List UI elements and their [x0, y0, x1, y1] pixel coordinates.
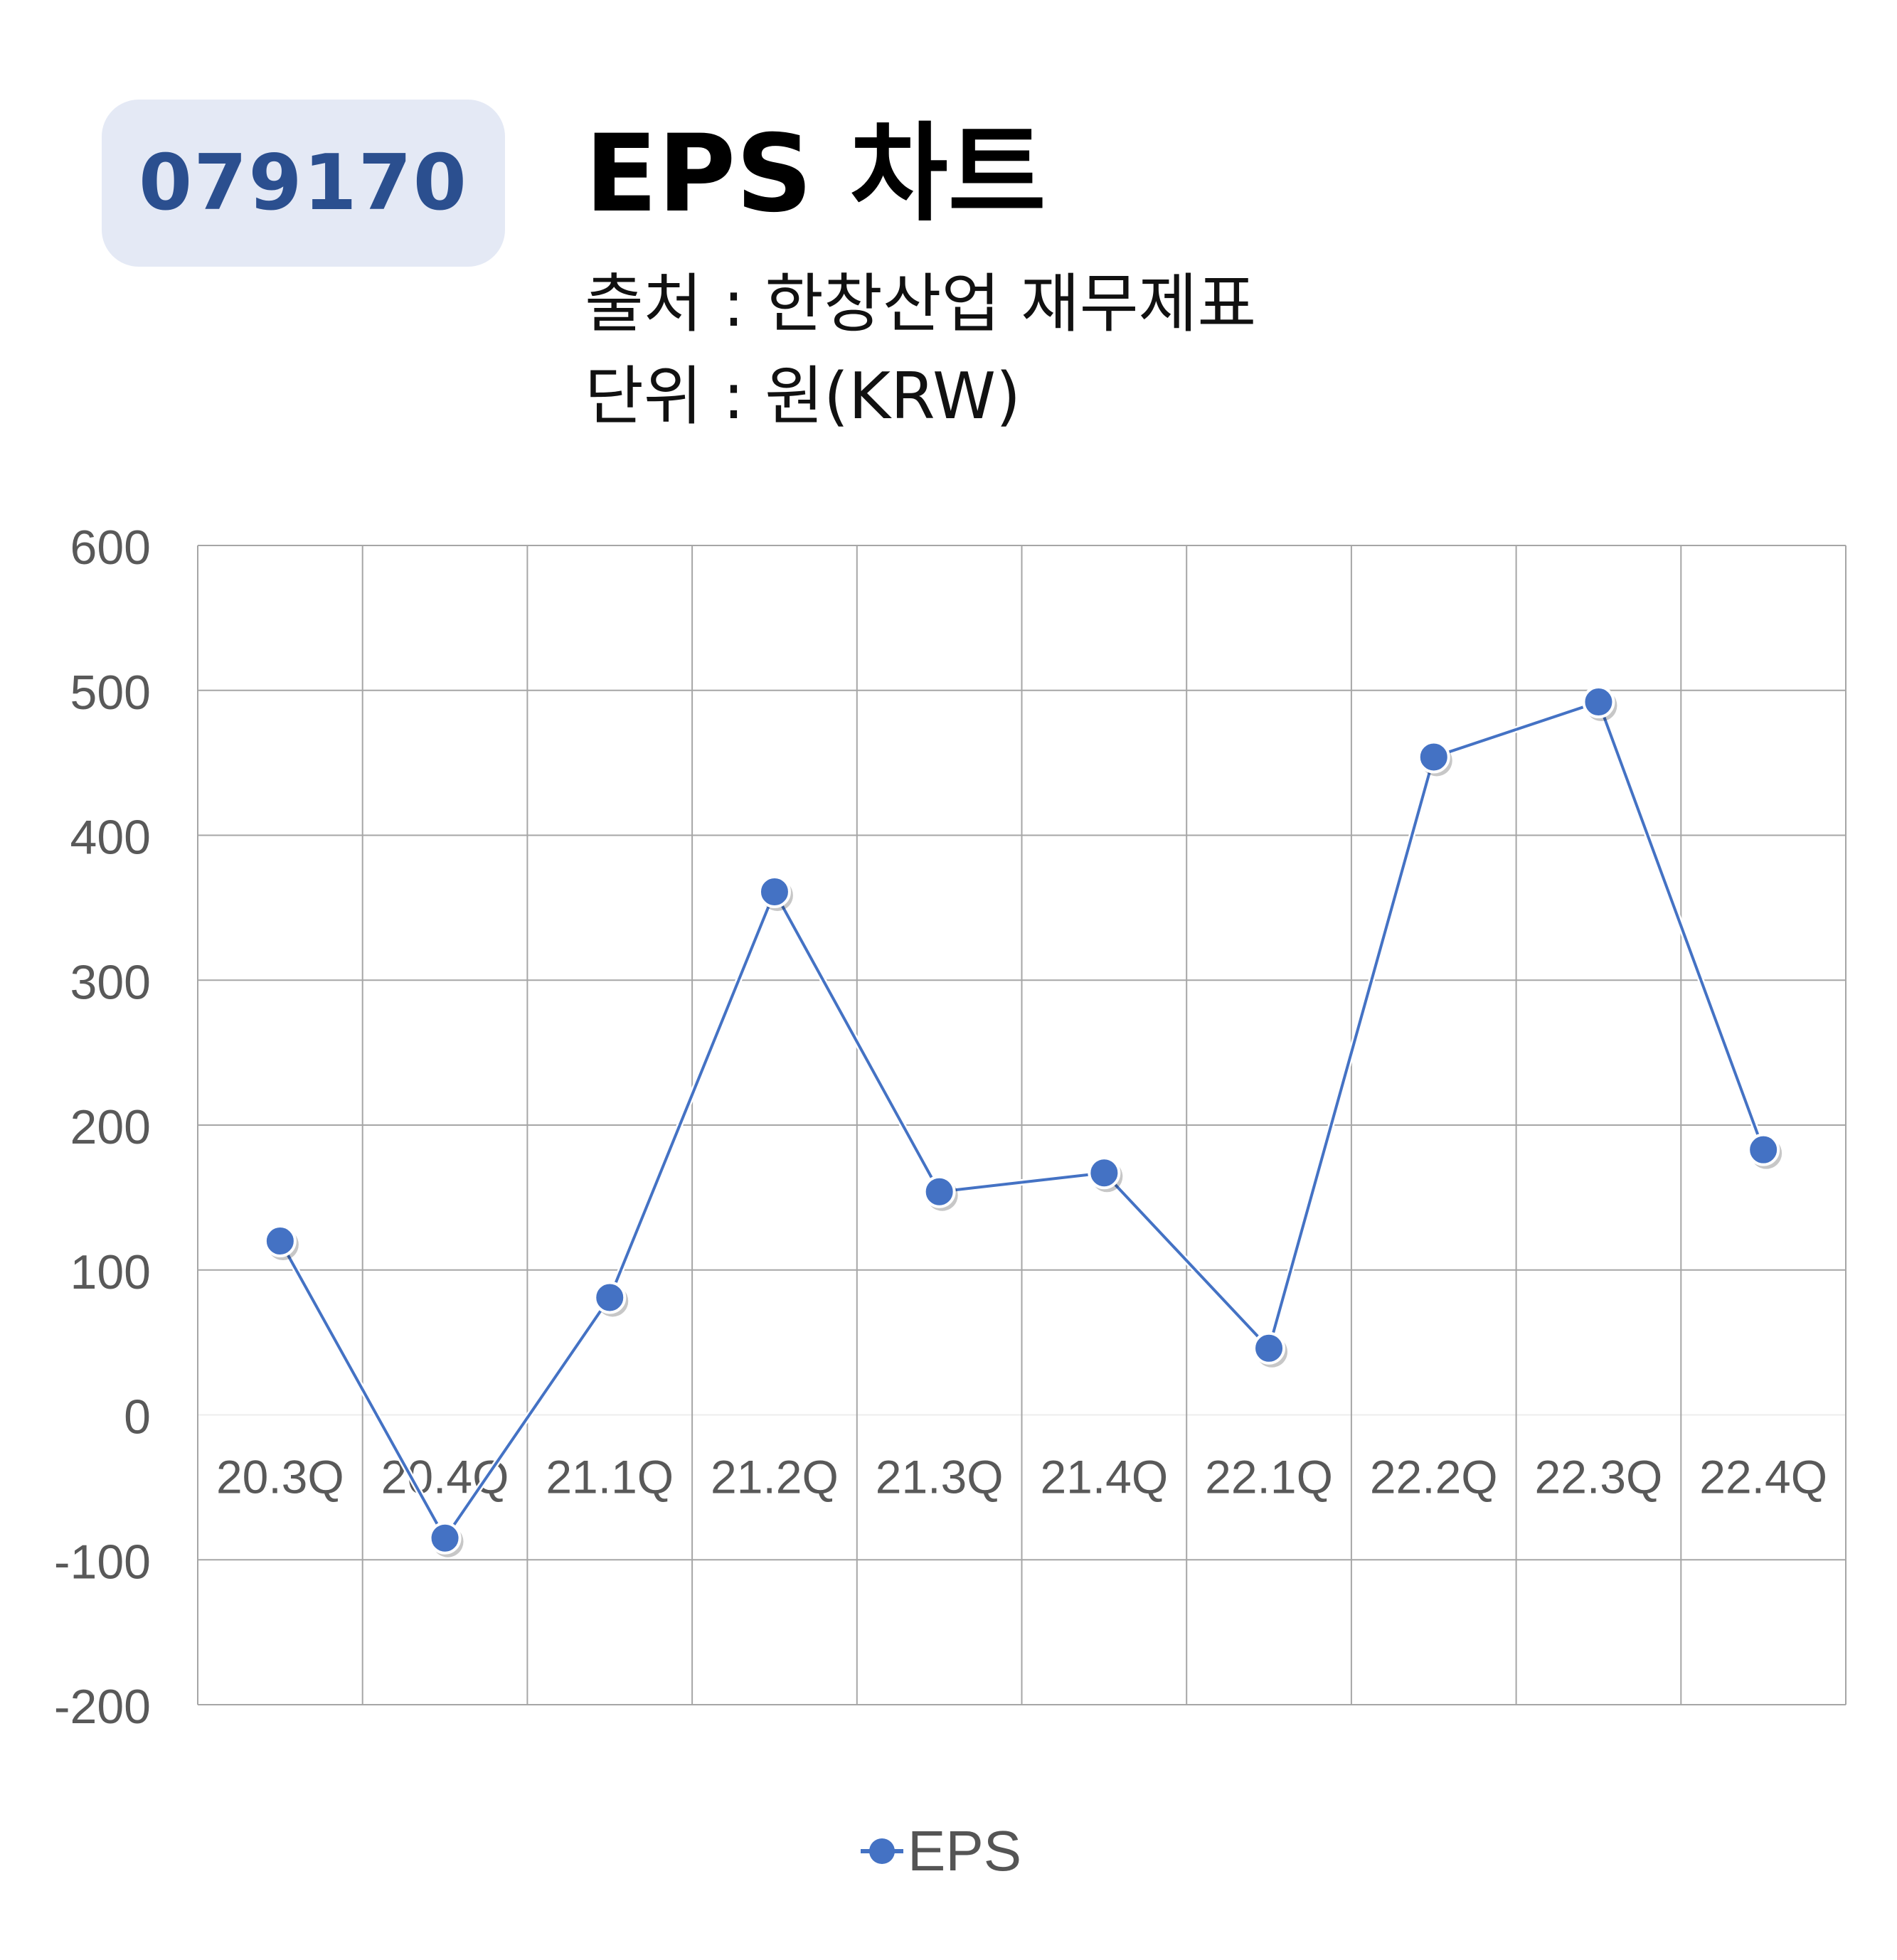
- unit-label: 단위 : 원(KRW): [585, 359, 1021, 434]
- x-tick-label: 22.2Q: [1370, 1451, 1498, 1503]
- y-tick-label: -100: [54, 1535, 151, 1589]
- x-tick-label: 22.3Q: [1535, 1451, 1663, 1503]
- legend: EPS: [861, 1823, 1021, 1880]
- y-tick-label: -200: [54, 1680, 151, 1734]
- x-tick-label: 20.3Q: [216, 1451, 344, 1503]
- y-tick-label: 600: [70, 521, 151, 575]
- x-tick-label: 22.4Q: [1699, 1451, 1827, 1503]
- data-point: [1747, 1133, 1780, 1166]
- y-tick-label: 300: [70, 955, 151, 1009]
- x-tick-label: 21.4Q: [1040, 1451, 1168, 1503]
- y-tick-label: 0: [124, 1390, 151, 1444]
- y-tick-label: 200: [70, 1100, 151, 1154]
- data-point: [1088, 1156, 1121, 1190]
- y-tick-label: 500: [70, 666, 151, 720]
- data-point: [428, 1521, 462, 1555]
- data-point: [758, 875, 791, 908]
- x-tick-label: 21.2Q: [711, 1451, 839, 1503]
- data-point: [1582, 686, 1615, 719]
- ticker-badge: 079170: [102, 100, 505, 267]
- ticker-code: 079170: [139, 139, 468, 228]
- y-tick-label: 400: [70, 811, 151, 865]
- x-tick-label: 21.1Q: [546, 1451, 674, 1503]
- series-line-eps: [279, 701, 1765, 1540]
- legend-label: EPS: [908, 1819, 1022, 1882]
- legend-marker-icon: [861, 1830, 903, 1873]
- data-point: [1253, 1331, 1286, 1365]
- data-point: [263, 1225, 297, 1257]
- data-point: [1417, 740, 1450, 774]
- x-tick-label: 21.3Q: [876, 1451, 1004, 1503]
- source-label: 출처 : 한창산업 재무제표: [585, 267, 1257, 341]
- y-tick-label: 100: [70, 1245, 151, 1299]
- chart-title: EPS 차트: [585, 112, 1046, 236]
- data-point: [923, 1175, 956, 1208]
- x-tick-label: 22.1Q: [1205, 1451, 1333, 1503]
- data-point: [593, 1281, 627, 1314]
